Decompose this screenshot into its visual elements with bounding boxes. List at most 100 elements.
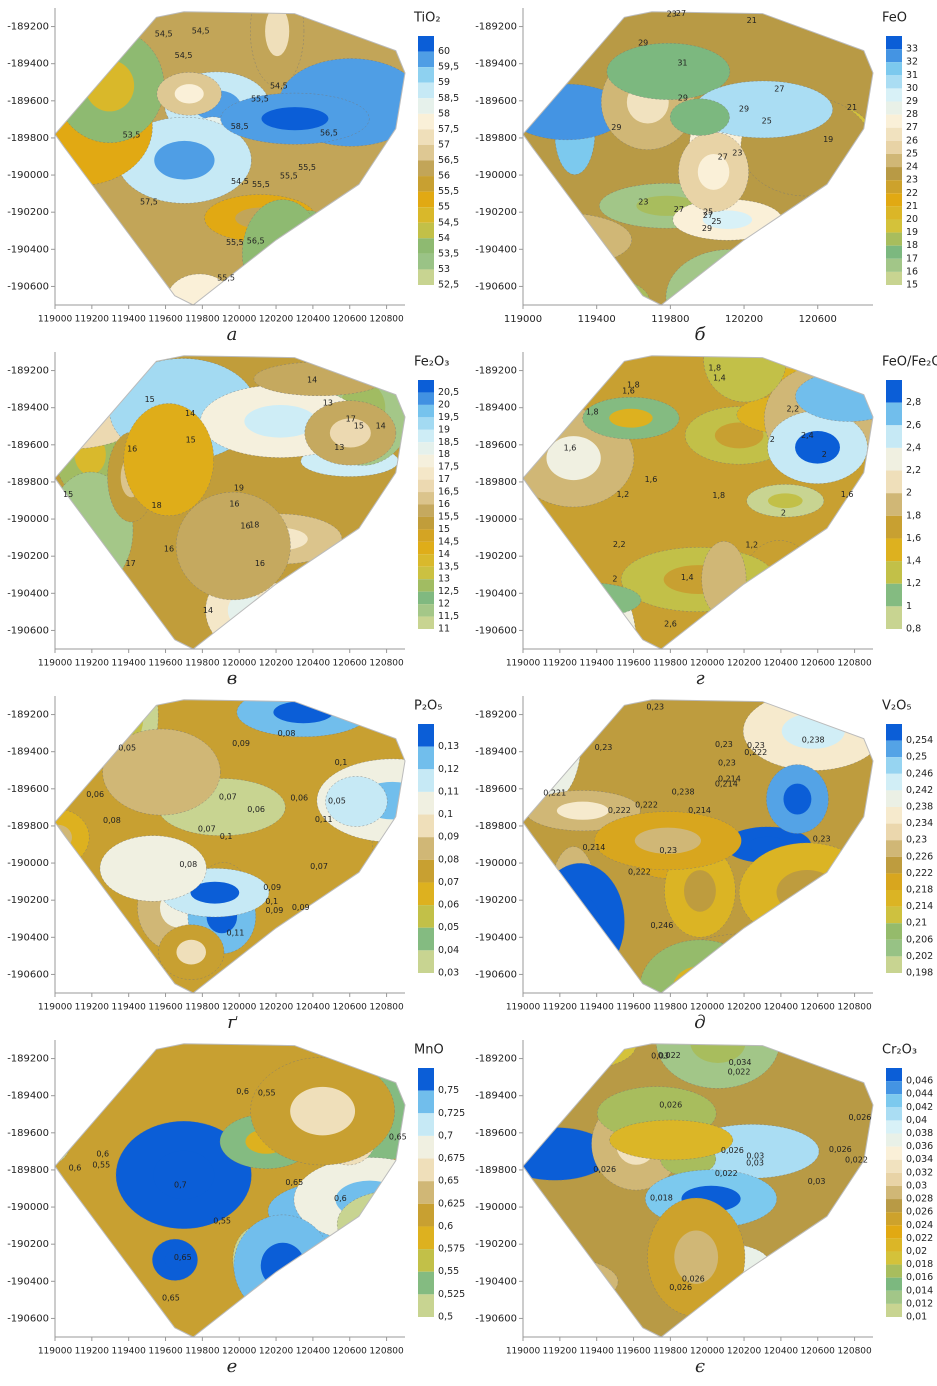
contour-label: 0,222 [628,867,651,876]
contour-region [714,949,783,976]
colorbar-label: 0,725 [438,1108,465,1119]
colorbar-label: 15 [438,524,450,535]
colorbar-label: 0,238 [906,802,933,813]
contour-label: 0,11 [227,928,245,937]
colorbar-label: 16 [906,266,918,277]
colorbar-label: 1,2 [906,578,921,589]
colorbar-swatch [886,1068,902,1082]
contour-label: 0,23 [715,740,733,749]
contour-label: 0,03 [746,1158,764,1167]
y-tick-label: -189200 [475,366,517,377]
colorbar-swatch [886,583,902,607]
contour-label: 58,5 [231,122,249,131]
y-tick-label: -189600 [7,784,49,795]
contour-label: 17 [346,414,356,423]
x-tick-label: 120800 [369,659,404,669]
contour-region [564,592,613,608]
colorbar-swatch [886,923,902,940]
x-tick-label: 120400 [296,315,331,325]
colorbar-label: 2,8 [906,397,921,408]
contour-region [776,869,838,915]
colorbar-swatch [418,1113,434,1136]
contour-region [545,1043,602,1057]
contour-label: 2 [612,575,617,584]
contour-label: 54,5 [270,82,288,91]
contour-region [783,783,812,815]
colorbar-label: 0,05 [438,922,459,933]
colorbar-label: 53 [438,264,450,275]
contour-label: 0,222 [608,806,631,815]
x-tick-label: 120200 [259,659,294,669]
contour-label: 0,07 [198,825,216,834]
contour-region [714,422,764,449]
contour-label: 29 [739,104,749,113]
contour-label: 0,6 [69,1163,82,1172]
colorbar-swatch [886,538,902,562]
contour-label: 27 [676,9,686,18]
x-tick-label: 120800 [369,1347,404,1357]
colorbar-label: 0,09 [438,832,459,843]
contour-label: 54,5 [231,177,249,186]
x-tick-label: 119200 [543,659,578,669]
contour-region [129,1319,156,1337]
colorbar-label: 0,6 [438,1221,453,1232]
colorbar-label: 0,01 [906,1312,927,1323]
x-tick-label: 120000 [222,315,257,325]
colorbar-swatch [886,1199,902,1213]
colorbar-label: 58 [438,108,450,119]
x-tick-label: 120600 [333,1347,368,1357]
colorbar-swatch [886,425,902,448]
contour-region [697,154,730,190]
colorbar-swatch [886,1277,902,1291]
colorbar-swatch [418,905,434,928]
contour-region [523,1043,637,1071]
colorbar-label: 19 [438,424,450,435]
contour-label: 0,11 [315,815,333,824]
colorbar-label: 0,028 [906,1194,933,1205]
colorbar-label: 13,5 [438,561,459,572]
colorbar-swatch [886,493,902,516]
contour-label: 27 [774,84,784,93]
y-tick-label: -189800 [475,821,517,832]
map-outline [54,355,406,650]
x-tick-label: 120200 [259,315,294,325]
colorbar-swatch [886,890,902,907]
colorbar-swatch [418,1249,434,1272]
colorbar-title: V₂O₅ [882,699,912,714]
colorbar-label: 0,575 [438,1244,465,1255]
colorbar-swatch [418,36,434,52]
colorbar-swatch [886,180,902,194]
contour-label: 0,7 [174,1181,187,1190]
contour-label: 0,23 [718,759,736,768]
contour-label: 0,6 [236,1087,249,1096]
x-tick-label: 120600 [799,314,837,325]
contour-label: 0,214 [718,775,741,784]
contour-label: 0,23 [646,703,664,712]
colorbar-swatch [886,740,902,758]
contour-region [244,404,317,438]
colorbar-label: 0,226 [906,851,933,862]
colorbar-label: 26 [906,135,918,146]
y-tick-label: -190400 [475,932,517,943]
x-tick-label: 120000 [222,659,257,669]
contour-label: 2,2 [786,404,799,413]
contour-label: 29 [611,123,621,132]
colorbar-swatch [418,144,434,161]
contour-region [531,227,594,252]
contour-label: 29 [678,94,688,103]
x-tick-label: 119600 [148,1003,183,1013]
x-tick-label: 120400 [764,659,799,669]
colorbar-title: FeO [882,11,907,26]
contour-label: 15 [354,422,364,431]
y-tick-label: -189600 [7,96,49,107]
y-tick-label: -189400 [7,59,49,70]
contour-label: 0,08 [278,729,296,738]
contour-region [541,711,567,766]
colorbar-swatch [886,1212,902,1226]
colorbar-title: Cr₂O₃ [882,1043,917,1058]
colorbar-label: 17 [906,253,918,264]
contour-region [684,870,716,912]
colorbar-swatch [418,1068,434,1091]
contour-region [296,545,405,649]
contour-label: 1,2 [745,541,758,550]
